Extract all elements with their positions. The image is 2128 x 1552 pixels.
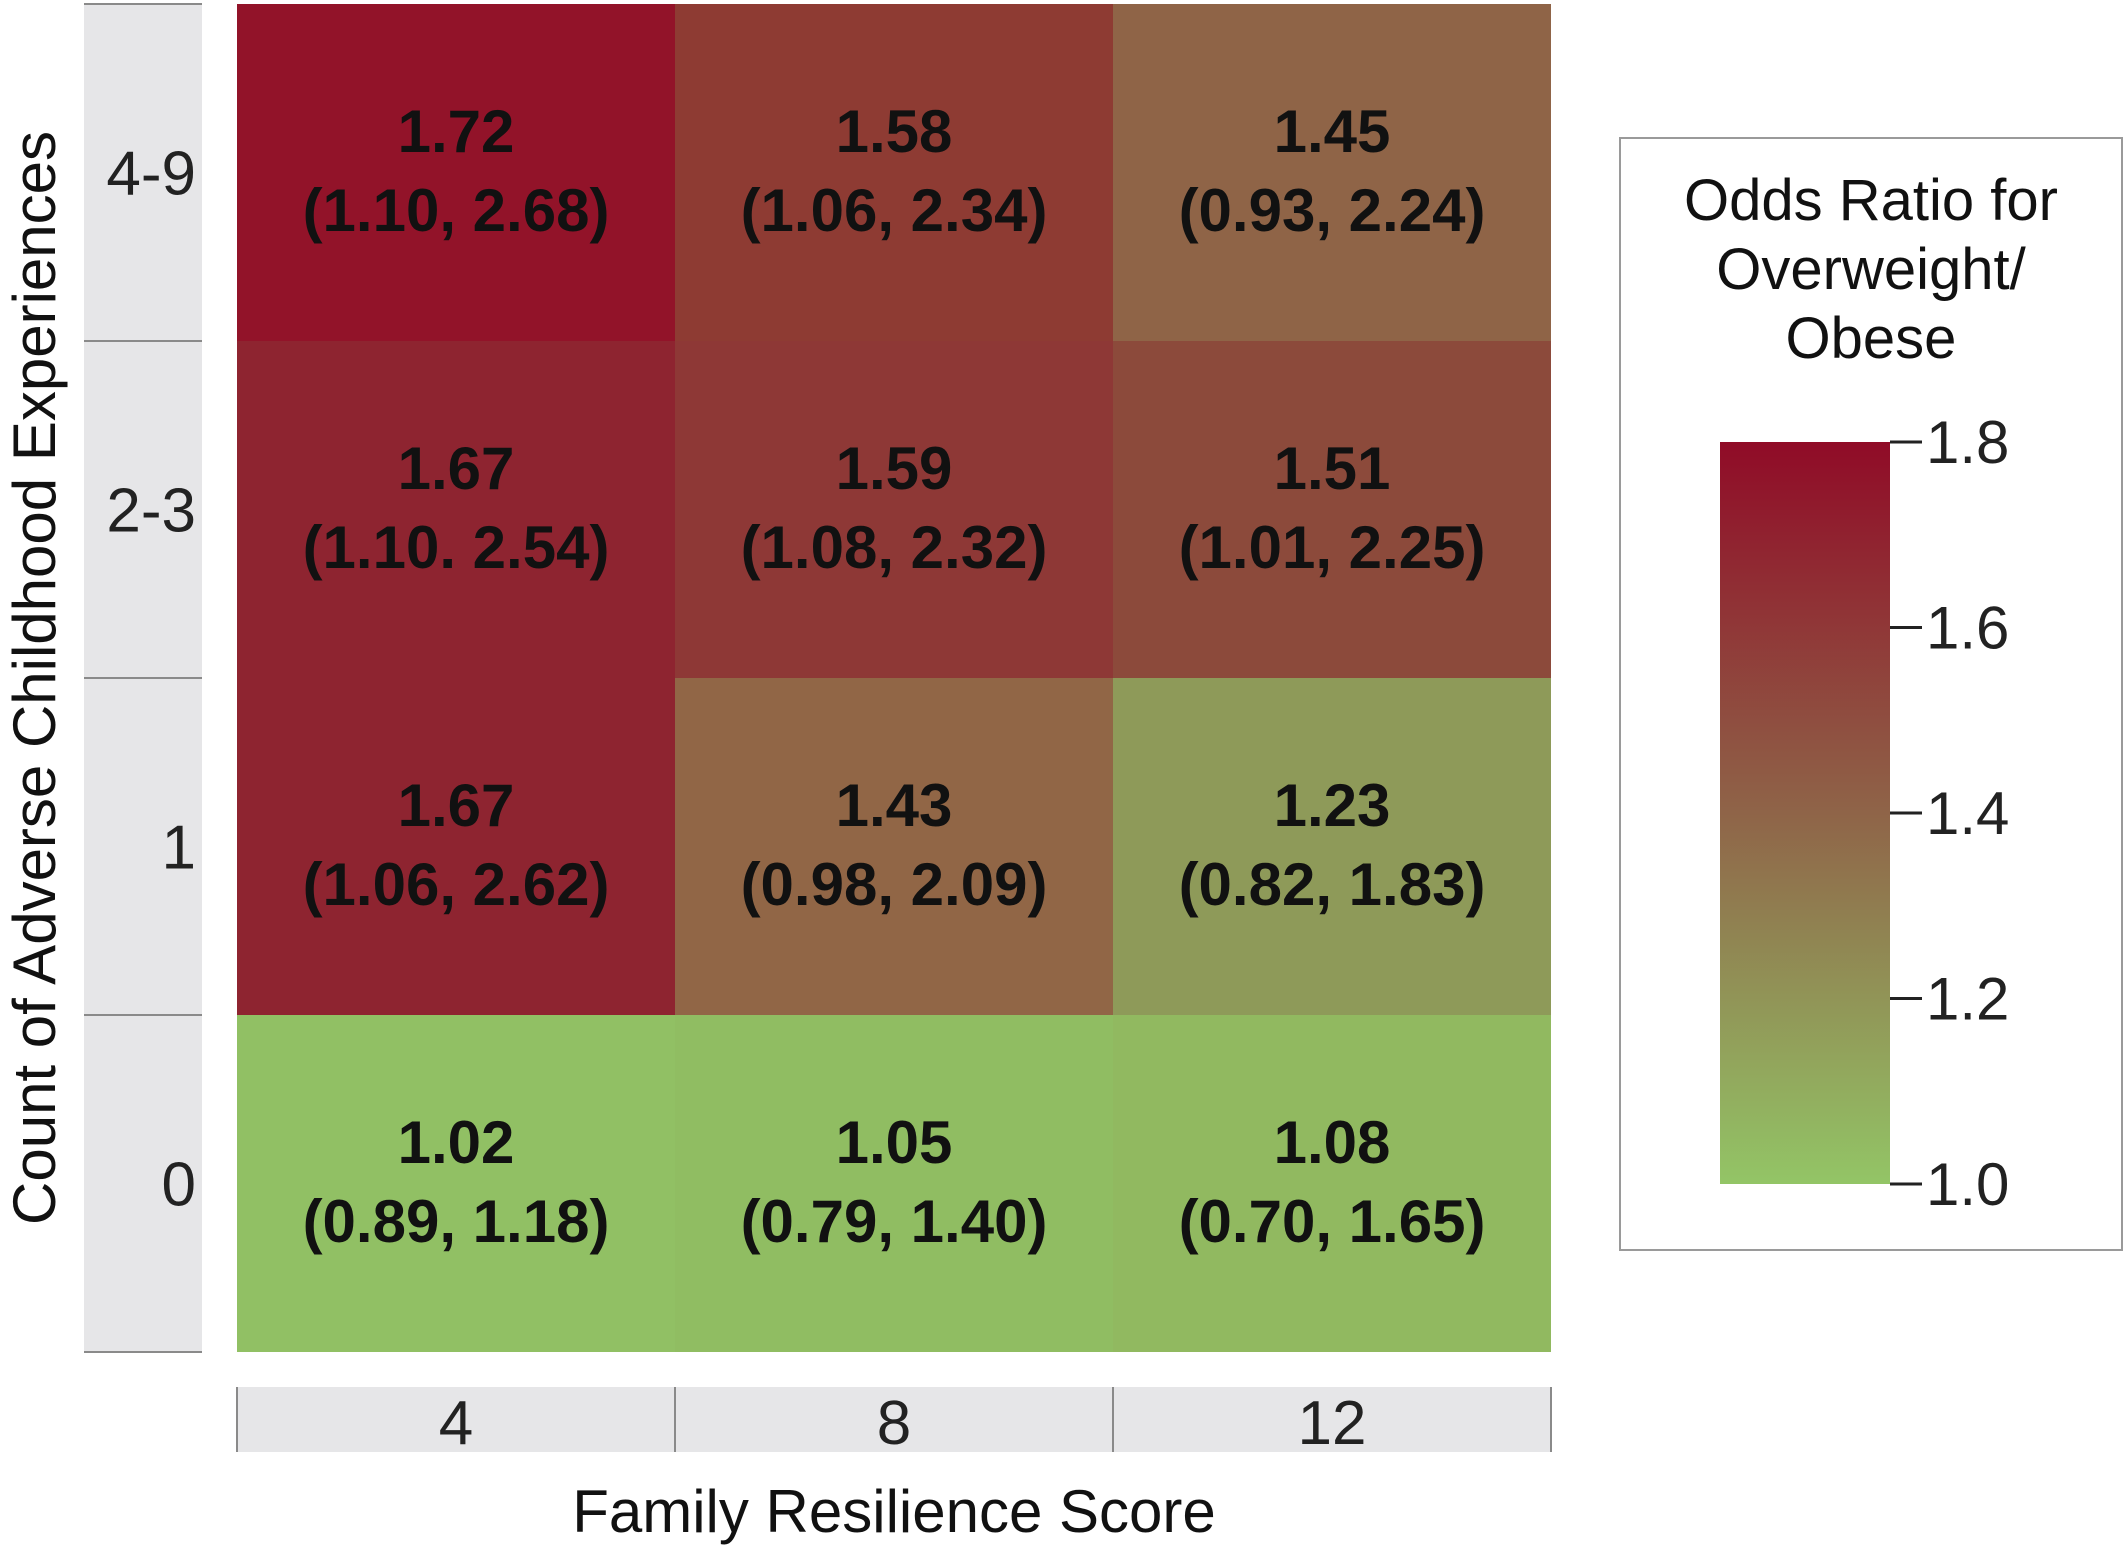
heatmap-cell — [237, 341, 675, 678]
cell-confidence-interval: (1.01, 2.25) — [1179, 514, 1486, 581]
cell-confidence-interval: (0.89, 1.18) — [303, 1188, 610, 1255]
heatmap-cell — [237, 1015, 675, 1352]
cell-odds-ratio: 1.23 — [1274, 772, 1391, 839]
cell-odds-ratio: 1.67 — [398, 435, 515, 502]
cell-confidence-interval: (0.82, 1.83) — [1179, 851, 1486, 918]
x-axis-title: Family Resilience Score — [572, 1478, 1216, 1545]
cell-odds-ratio: 1.72 — [398, 98, 515, 165]
heatmap-cell — [1113, 341, 1551, 678]
y-tick-label: 4-9 — [106, 140, 196, 209]
x-tick-label: 4 — [439, 1389, 473, 1458]
heatmap-cell — [1113, 4, 1551, 341]
cell-odds-ratio: 1.51 — [1274, 435, 1391, 502]
x-strip-background — [237, 1387, 1551, 1452]
y-tick-label: 0 — [162, 1151, 196, 1220]
heatmap-cell — [237, 4, 675, 341]
legend-tick-label: 1.6 — [1926, 595, 2009, 662]
legend-tick-label: 1.4 — [1926, 780, 2009, 847]
cell-confidence-interval: (1.06, 2.62) — [303, 851, 610, 918]
cell-confidence-interval: (0.93, 2.24) — [1179, 177, 1486, 244]
cell-odds-ratio: 1.67 — [398, 772, 515, 839]
heatmap-cell — [237, 678, 675, 1015]
cell-odds-ratio: 1.02 — [398, 1109, 515, 1176]
heatmap-cell — [1113, 1015, 1551, 1352]
heatmap-cell — [1113, 678, 1551, 1015]
x-tick-label: 8 — [877, 1389, 911, 1458]
legend-title-line: Obese — [1786, 306, 1957, 371]
legend-color-bar — [1720, 442, 1890, 1184]
heatmap-cell — [675, 341, 1113, 678]
legend-tick-label: 1.8 — [1926, 409, 2009, 476]
heatmap-cell — [675, 4, 1113, 341]
legend-title-line: Overweight/ — [1716, 237, 2026, 302]
cell-odds-ratio: 1.43 — [836, 772, 953, 839]
cell-confidence-interval: (1.10, 2.68) — [303, 177, 610, 244]
cell-confidence-interval: (1.08, 2.32) — [741, 514, 1048, 581]
heatmap-cell — [675, 1015, 1113, 1352]
legend-tick-label: 1.0 — [1926, 1151, 2009, 1218]
cell-confidence-interval: (1.10. 2.54) — [303, 514, 610, 581]
legend-tick-label: 1.2 — [1926, 966, 2009, 1033]
cell-confidence-interval: (0.70, 1.65) — [1179, 1188, 1486, 1255]
cell-odds-ratio: 1.05 — [836, 1109, 953, 1176]
y-axis-title: Count of Adverse Childhood Experiences — [1, 131, 68, 1225]
cell-confidence-interval: (1.06, 2.34) — [741, 177, 1048, 244]
heatmap-cell — [675, 678, 1113, 1015]
cell-odds-ratio: 1.58 — [836, 98, 953, 165]
cell-odds-ratio: 1.45 — [1274, 98, 1391, 165]
y-tick-label: 1 — [162, 814, 196, 883]
legend-title-line: Odds Ratio for — [1684, 168, 2058, 233]
y-tick-label: 2-3 — [106, 477, 196, 546]
cell-confidence-interval: (0.79, 1.40) — [741, 1188, 1048, 1255]
cell-odds-ratio: 1.59 — [836, 435, 953, 502]
cell-odds-ratio: 1.08 — [1274, 1109, 1391, 1176]
x-tick-label: 12 — [1298, 1389, 1367, 1458]
cell-confidence-interval: (0.98, 2.09) — [741, 851, 1048, 918]
